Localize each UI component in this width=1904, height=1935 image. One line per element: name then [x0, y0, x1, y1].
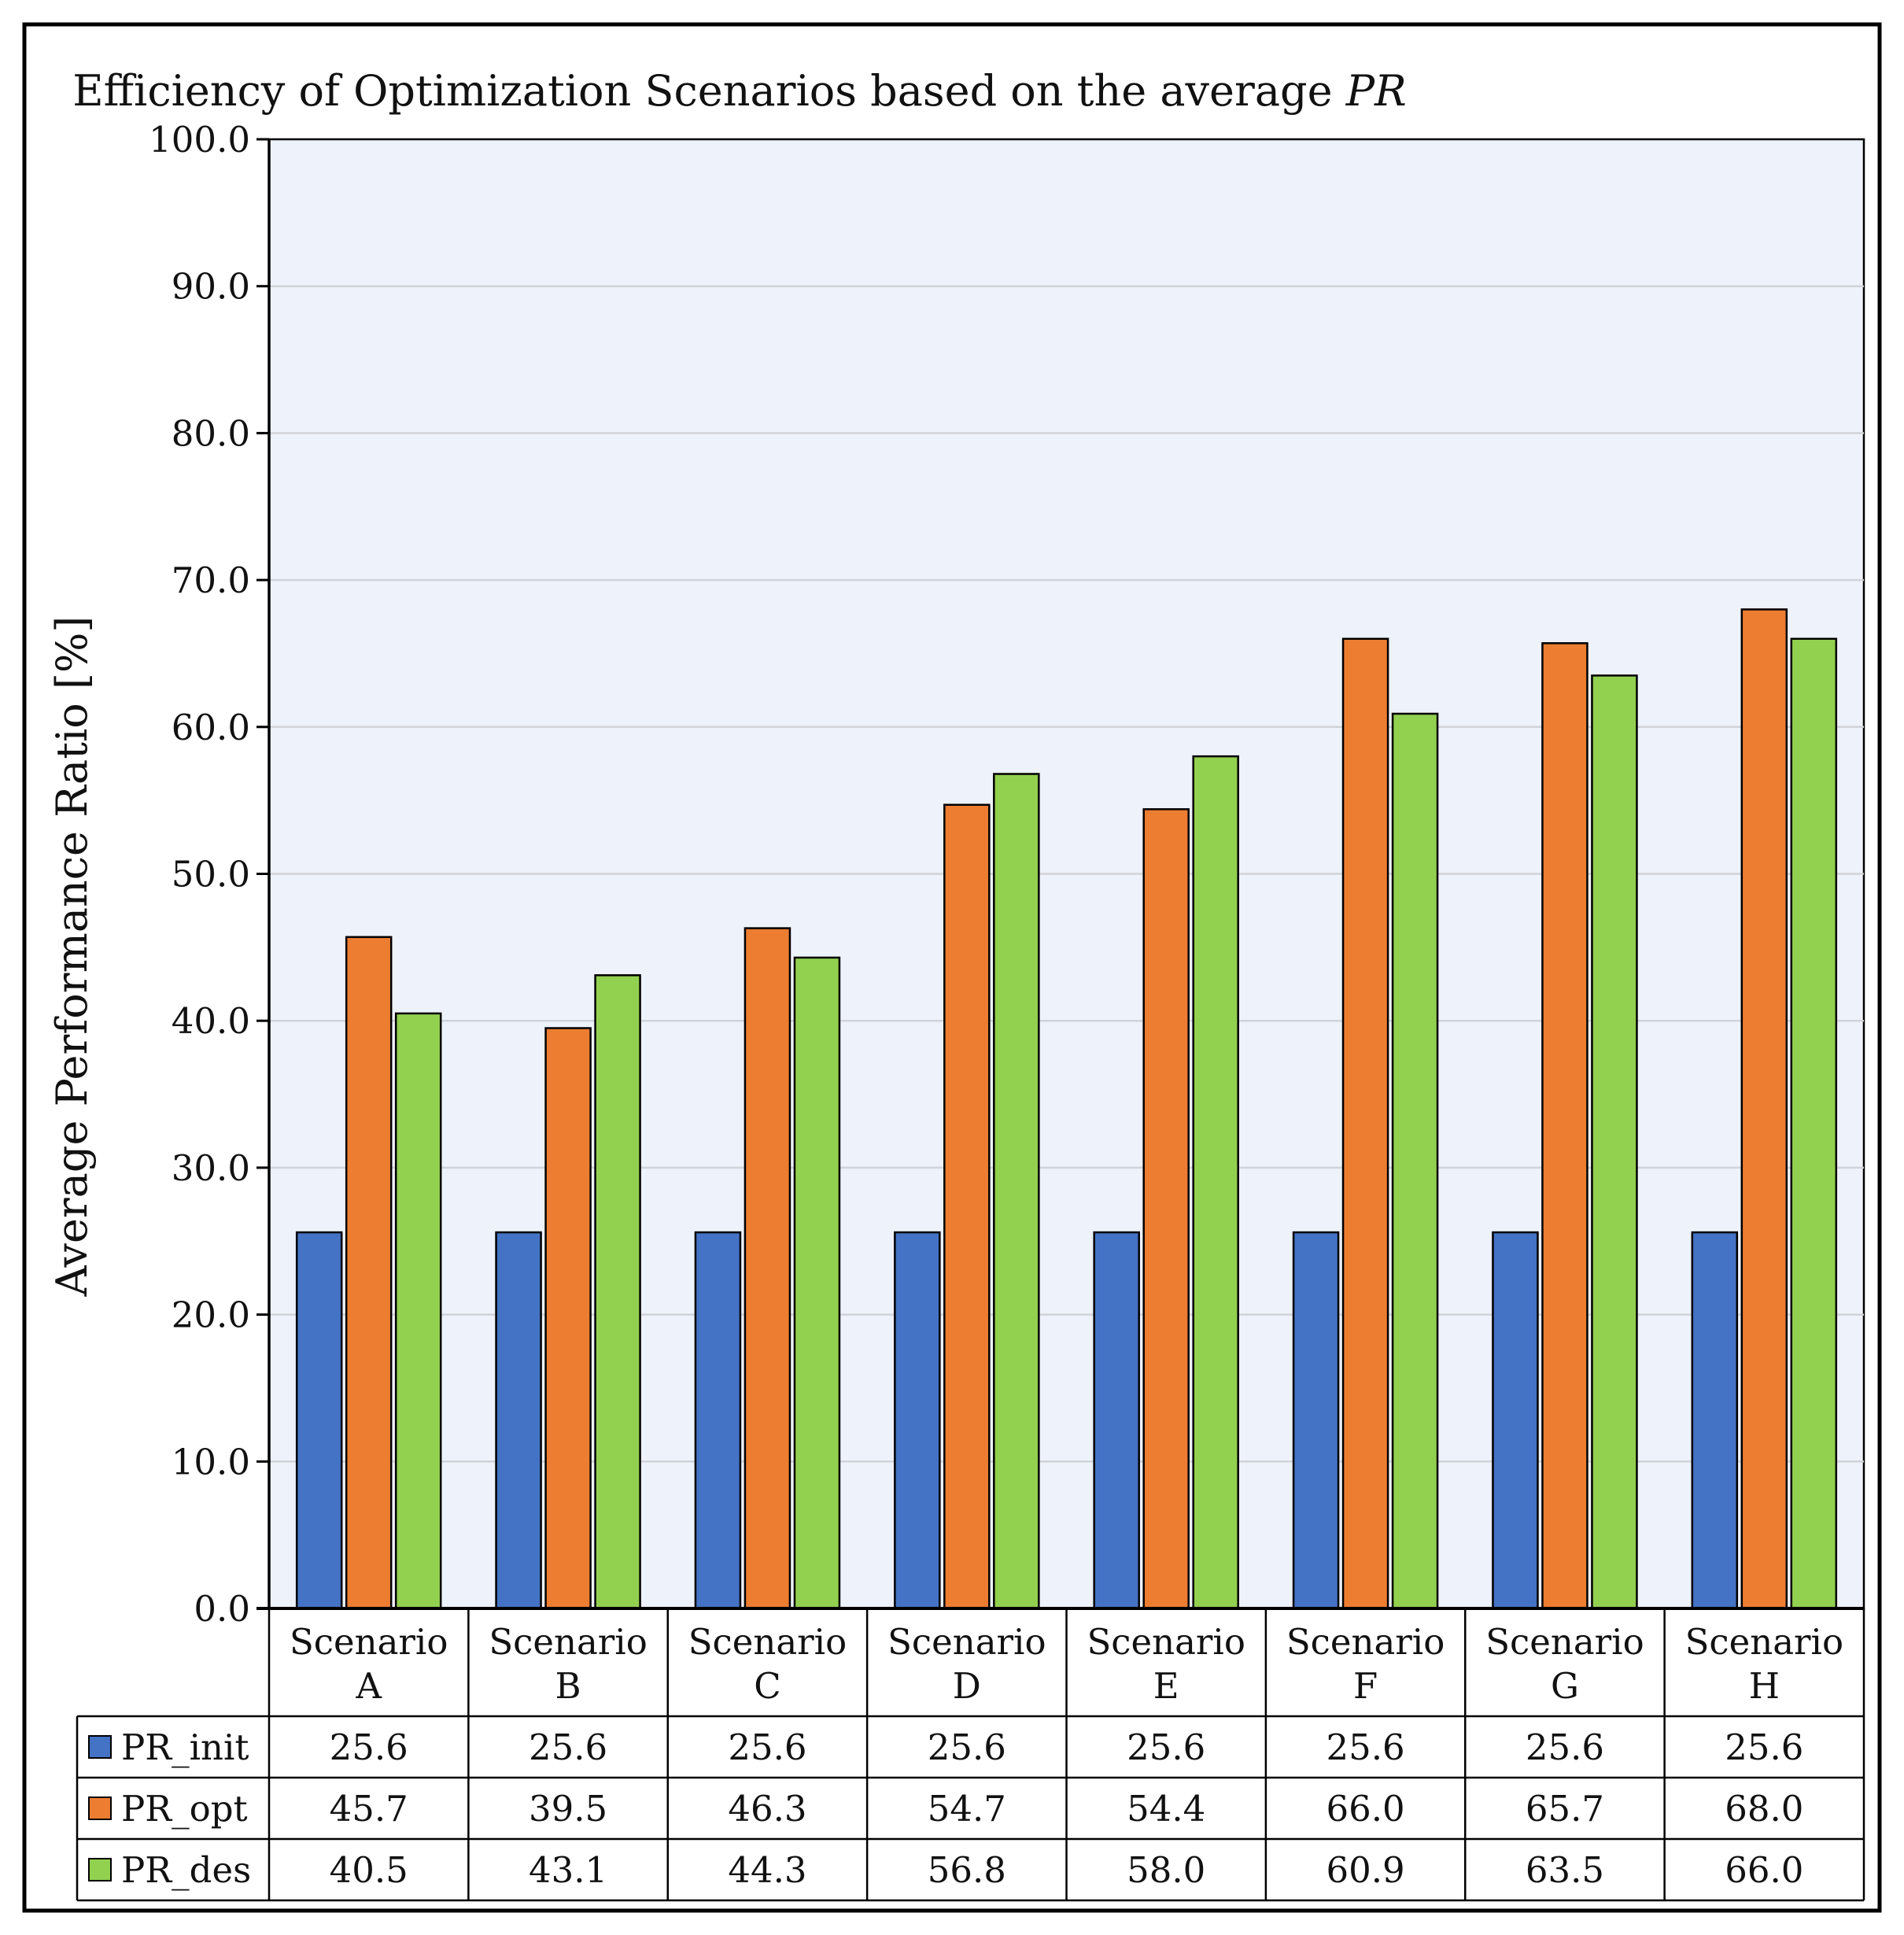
y-tick-label: 50.0 — [172, 854, 250, 895]
table-value: 43.1 — [529, 1849, 607, 1891]
y-tick-label: 10.0 — [172, 1441, 250, 1483]
category-label: Scenario — [1685, 1621, 1843, 1663]
table-value: 45.7 — [330, 1788, 408, 1830]
table-value: 39.5 — [529, 1788, 607, 1830]
table-value: 25.6 — [728, 1726, 806, 1768]
category-label: Scenario — [1286, 1621, 1445, 1663]
bar-pr-des — [1391, 712, 1439, 1610]
legend-label: PR_init — [121, 1726, 249, 1768]
y-tick-label: 60.0 — [172, 707, 250, 748]
bar-pr-des — [1790, 637, 1838, 1610]
y-tick-label: 100.0 — [149, 119, 250, 161]
table-value: 44.3 — [728, 1849, 806, 1891]
table-value: 60.9 — [1326, 1849, 1404, 1891]
table-value: 40.5 — [330, 1849, 408, 1891]
category-label: F — [1353, 1665, 1378, 1707]
bar-pr-opt — [1341, 637, 1389, 1610]
bar-pr-opt — [943, 803, 991, 1610]
bar-pr-init — [1093, 1231, 1140, 1610]
y-tick-label: 90.0 — [172, 266, 250, 308]
table-value: 25.6 — [529, 1726, 607, 1768]
bar-pr-des — [793, 956, 841, 1610]
category-label: C — [754, 1665, 780, 1707]
bar-pr-opt — [1541, 642, 1589, 1610]
table-value: 25.6 — [330, 1726, 408, 1768]
y-axis-label: Average Performance Ratio [%] — [47, 616, 97, 1298]
bar-pr-opt — [1142, 808, 1190, 1610]
y-tick-label: 30.0 — [172, 1147, 250, 1189]
category-label: Scenario — [1485, 1621, 1644, 1663]
category-label: H — [1749, 1665, 1780, 1707]
table-value: 25.6 — [928, 1726, 1006, 1768]
table-value: 46.3 — [728, 1788, 806, 1830]
table-value: 25.6 — [1526, 1726, 1604, 1768]
legend-label: PR_des — [121, 1849, 251, 1891]
table-value: 68.0 — [1725, 1788, 1803, 1830]
bar-pr-init — [694, 1231, 742, 1610]
legend-swatch-pr-des — [88, 1858, 112, 1881]
category-label: D — [953, 1665, 981, 1707]
y-tick-label: 0.0 — [194, 1588, 250, 1630]
table-value: 25.6 — [1326, 1726, 1404, 1768]
bar-pr-init — [894, 1231, 941, 1610]
category-label: Scenario — [1087, 1621, 1245, 1663]
y-tick-label: 40.0 — [172, 1000, 250, 1042]
bar-pr-opt — [345, 936, 393, 1610]
bar-pr-des — [394, 1012, 442, 1610]
category-label: A — [355, 1665, 382, 1707]
category-label: Scenario — [688, 1621, 847, 1663]
chart-title: Efficiency of Optimization Scenarios bas… — [72, 66, 1406, 116]
table-value: 54.4 — [1127, 1788, 1205, 1830]
category-label: E — [1153, 1665, 1179, 1707]
table-value: 63.5 — [1526, 1849, 1604, 1891]
y-tick-label: 80.0 — [172, 412, 250, 454]
y-tick-label: 20.0 — [172, 1294, 250, 1336]
bar-pr-init — [495, 1231, 542, 1610]
legend-swatch-pr-opt — [88, 1797, 112, 1820]
bar-pr-opt — [744, 927, 791, 1610]
table-value: 25.6 — [1725, 1726, 1803, 1768]
bar-pr-des — [1192, 755, 1239, 1610]
bar-pr-init — [1492, 1231, 1539, 1610]
legend-swatch-pr-init — [88, 1735, 112, 1759]
chart-title-italic: PR — [1345, 66, 1407, 116]
table-value: 66.0 — [1725, 1849, 1803, 1891]
bar-pr-init — [1292, 1231, 1340, 1610]
table-value: 56.8 — [928, 1849, 1006, 1891]
bar-pr-opt — [1740, 608, 1788, 1610]
bar-pr-des — [594, 974, 641, 1610]
table-value: 65.7 — [1526, 1788, 1604, 1830]
category-label: Scenario — [290, 1621, 448, 1663]
bar-pr-des — [1591, 674, 1638, 1610]
category-label: Scenario — [489, 1621, 647, 1663]
legend-label: PR_opt — [121, 1788, 248, 1830]
table-value: 25.6 — [1127, 1726, 1205, 1768]
table-value: 58.0 — [1127, 1849, 1205, 1891]
bar-pr-des — [993, 773, 1040, 1610]
bar-pr-init — [1691, 1231, 1739, 1610]
y-tick-label: 70.0 — [172, 559, 250, 601]
table-value: 66.0 — [1326, 1788, 1404, 1830]
bar-pr-init — [295, 1231, 343, 1610]
category-label: G — [1551, 1665, 1579, 1707]
category-label: Scenario — [887, 1621, 1046, 1663]
category-label: B — [555, 1665, 581, 1707]
bar-pr-opt — [544, 1027, 592, 1610]
table-value: 54.7 — [928, 1788, 1006, 1830]
